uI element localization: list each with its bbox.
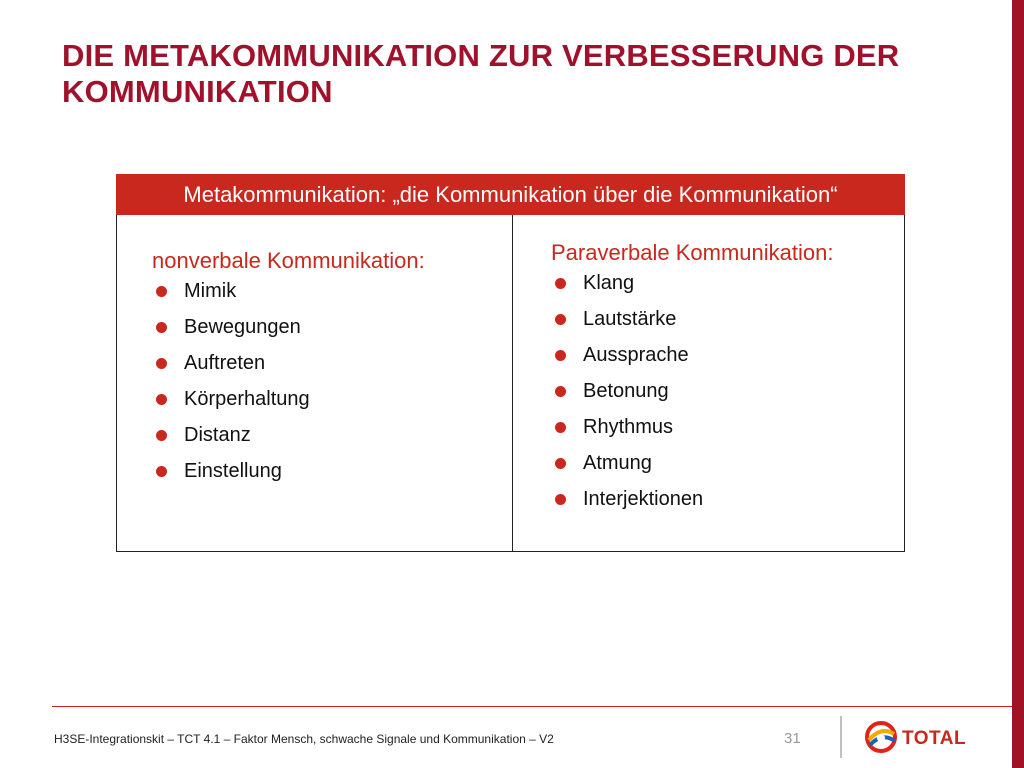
paraverbal-list: Klang Lautstärke Aussprache Betonung Rhy… [551, 271, 833, 523]
page-number: 31 [784, 730, 801, 747]
list-item: Aussprache [551, 343, 833, 379]
metacommunication-table: Metakommunikation: „die Kommunikation üb… [116, 174, 905, 552]
table-header: Metakommunikation: „die Kommunikation üb… [116, 174, 905, 215]
list-item: Distanz [152, 423, 425, 459]
footer-text: H3SE-Integrationskit – TCT 4.1 – Faktor … [54, 732, 554, 746]
nonverbal-heading: nonverbale Kommunikation: [152, 248, 425, 273]
list-item: Körperhaltung [152, 387, 425, 423]
footer-rule [52, 706, 1012, 707]
footer-separator [840, 716, 842, 758]
nonverbal-list: Mimik Bewegungen Auftreten Körperhaltung… [152, 279, 425, 495]
right-accent-bar [1012, 0, 1024, 768]
nonverbal-column: nonverbale Kommunikation: Mimik Bewegung… [152, 247, 425, 495]
paraverbal-heading: Paraverbale Kommunikation: [551, 240, 834, 265]
list-item: Bewegungen [152, 315, 425, 351]
list-item: Einstellung [152, 459, 425, 495]
column-divider [512, 215, 513, 551]
logo-text: TOTAL [902, 728, 967, 749]
list-item: Auftreten [152, 351, 425, 387]
slide-title: Die Metakommunikation zur Verbesserung d… [62, 38, 900, 109]
list-item: Interjektionen [551, 487, 833, 523]
total-logo: TOTAL [864, 720, 970, 756]
list-item: Betonung [551, 379, 833, 415]
list-item: Lautstärke [551, 307, 833, 343]
list-item: Atmung [551, 451, 833, 487]
list-item: Mimik [152, 279, 425, 315]
list-item: Rhythmus [551, 415, 833, 451]
table-body: nonverbale Kommunikation: Mimik Bewegung… [116, 215, 905, 552]
total-logo-icon [865, 721, 897, 753]
list-item: Klang [551, 271, 833, 307]
paraverbal-column: Paraverbale Kommunikation: Klang Lautstä… [551, 239, 833, 523]
